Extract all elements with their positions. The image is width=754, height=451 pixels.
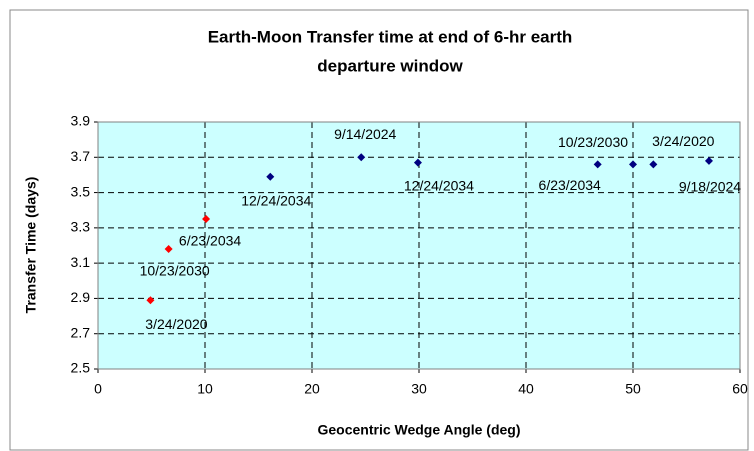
- point-label: 12/24/2034: [241, 192, 311, 208]
- marker: [593, 160, 602, 169]
- y-tick-label: 3.1: [71, 254, 91, 270]
- y-tick-label: 3.7: [71, 148, 91, 164]
- x-tick-label: 20: [304, 381, 320, 397]
- x-axis-title: Geocentric Wedge Angle (deg): [317, 422, 520, 438]
- y-tick-label: 3.9: [71, 113, 91, 129]
- marker: [164, 245, 173, 254]
- x-tick-label: 50: [625, 381, 641, 397]
- point-label: 10/23/2030: [140, 263, 210, 279]
- marker: [413, 158, 422, 167]
- point-label: 6/23/2034: [539, 177, 601, 193]
- chart-title: Earth-Moon Transfer time at end of 6-hr …: [208, 27, 573, 46]
- y-axis-title: Transfer Time (days): [23, 177, 39, 314]
- x-tick-label: 10: [197, 381, 213, 397]
- y-tick-label: 3.5: [71, 183, 91, 199]
- chart-title: departure window: [317, 56, 463, 75]
- y-tick-label: 2.5: [71, 360, 91, 376]
- point-label: 9/18/2024: [679, 179, 741, 195]
- x-tick-label: 40: [518, 381, 534, 397]
- point-label: 6/23/2034: [179, 233, 241, 249]
- plot-border: [97, 121, 741, 370]
- y-tick-label: 3.3: [71, 219, 91, 235]
- x-tick-label: 30: [411, 381, 427, 397]
- x-tick-label: 60: [732, 381, 748, 397]
- y-tick-label: 2.9: [71, 289, 91, 305]
- point-label: 12/24/2034: [404, 177, 474, 193]
- x-tick-label: 0: [94, 381, 102, 397]
- marker: [146, 296, 155, 305]
- marker: [704, 156, 713, 165]
- marker: [649, 160, 658, 169]
- point-label: 3/24/2020: [652, 133, 714, 149]
- point-label: 9/14/2024: [334, 126, 396, 142]
- point-label: 10/23/2030: [558, 134, 628, 150]
- marker: [629, 160, 637, 169]
- marker: [266, 172, 275, 181]
- point-label: 3/24/2020: [145, 316, 207, 332]
- marker: [202, 215, 211, 224]
- y-tick-label: 2.7: [71, 324, 91, 340]
- marker: [357, 153, 366, 162]
